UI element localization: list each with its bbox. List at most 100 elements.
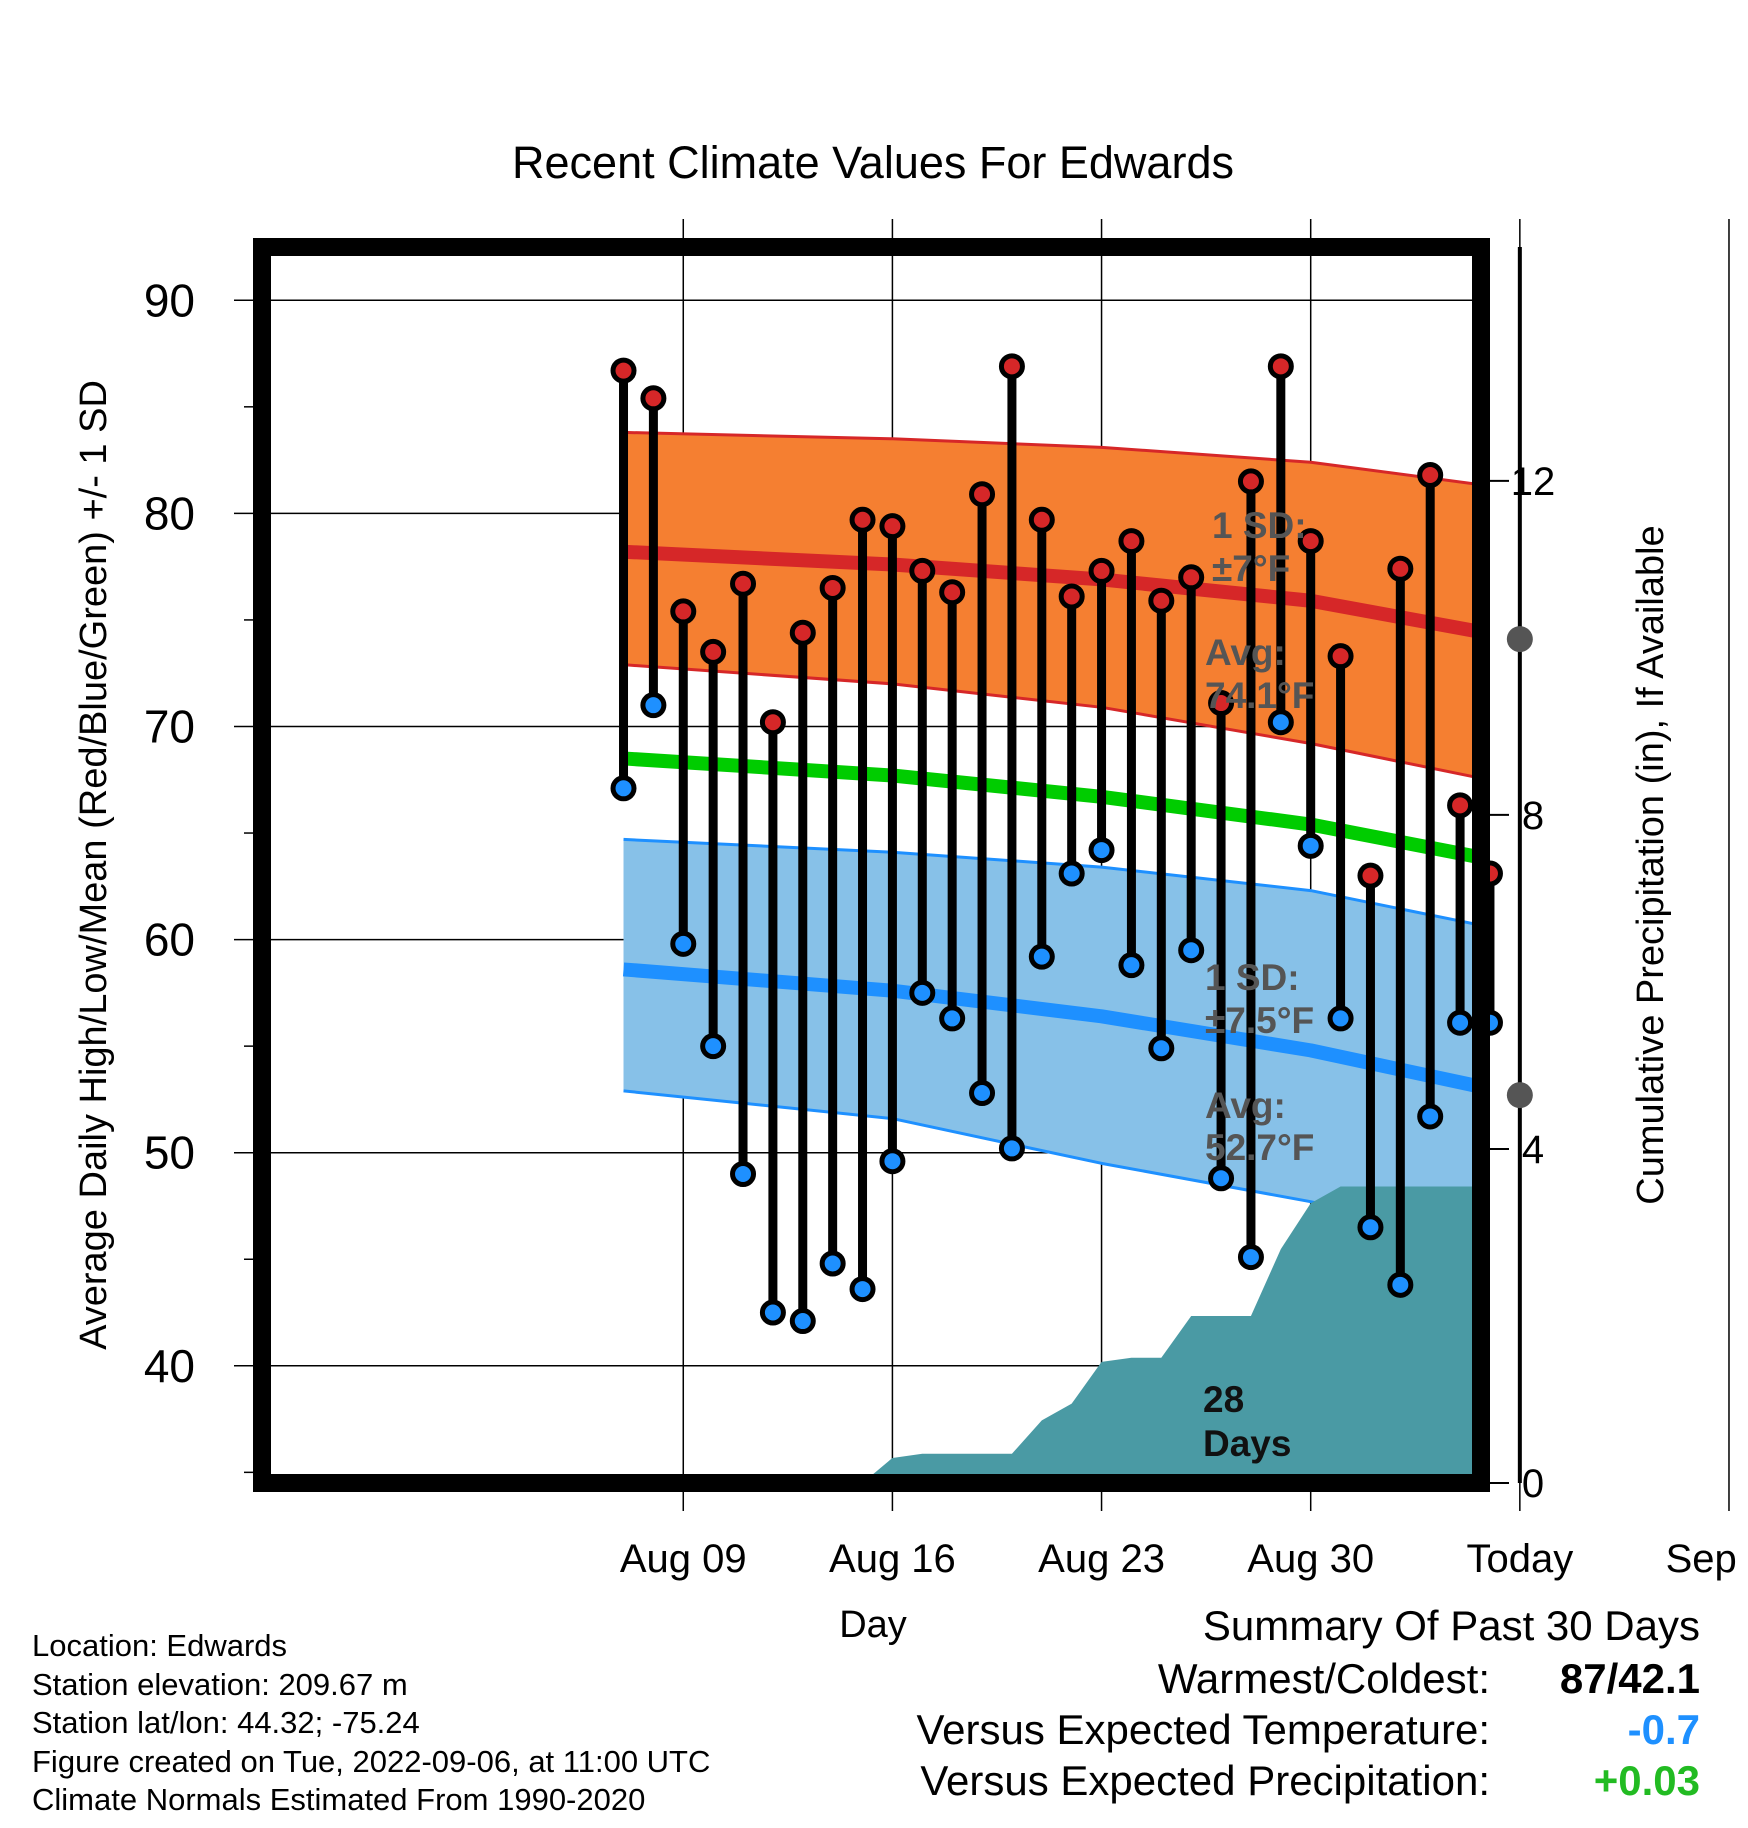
high-point [640,385,667,412]
station-info: Location: Edwards Station elevation: 209… [32,1627,710,1820]
high-point [1447,792,1474,819]
high-point [1118,528,1145,555]
low-point [1208,1165,1235,1192]
chart-title: Recent Climate Values For Edwards [512,137,1234,188]
high-sd-value: ±7°F [1212,548,1290,589]
high-point [1058,583,1085,610]
high-point [610,357,637,384]
low-avg-label: Avg: [1205,1085,1286,1126]
summary-warm-cold: Warmest/Coldest: 87/42.1 [1158,1655,1700,1703]
high-point [1088,557,1115,584]
low-point [909,979,936,1006]
x-tick-label: Aug 23 [1038,1537,1165,1581]
low-point [1237,1244,1264,1271]
high-upper-edge [623,430,1481,487]
low-point [759,1299,786,1326]
high-point [670,598,697,625]
y-axis-right-label: Cumulative Precipitation (in), If Availa… [1630,525,1672,1204]
x-tick-label: Aug 09 [620,1537,747,1581]
y-left-tick-label: 80 [144,487,195,539]
low-point [1387,1271,1414,1298]
high-point [1327,643,1354,670]
today-marker [1506,247,1533,1483]
low-point [1028,943,1055,970]
high-point [789,619,816,646]
y-right-tick-label: 0 [1522,1462,1544,1506]
summary-title: Summary Of Past 30 Days [1202,1602,1700,1649]
low-point [849,1276,876,1303]
low-point [1088,837,1115,864]
high-sd-label: 1 SD: [1212,505,1307,546]
high-sd-band [623,432,1481,779]
high-point [909,557,936,584]
annotations: 1 SD: ±7°F Avg: 74.1°F 1 SD: ±7.5°F Avg:… [1203,505,1314,1464]
high-point [819,574,846,601]
x-tick-label: Sep 13 [1666,1537,1748,1581]
y-left-tick-label: 90 [144,274,195,326]
precip-area [623,1186,1481,1483]
high-point [1267,353,1294,380]
y-right-tick-label: 12 [1511,460,1556,504]
normals-text: Climate Normals Estimated From 1990-2020 [32,1782,646,1817]
high-avg-value: 74.1°F [1205,675,1314,716]
low-point [1058,860,1085,887]
low-sd-value: ±7.5°F [1205,1000,1314,1041]
low-point [730,1161,757,1187]
low-point [969,1080,996,1107]
x-axis-label: Day [839,1604,907,1646]
precip-vs-expected-value: +0.03 [1593,1757,1700,1804]
y-left-tick-label: 60 [144,914,195,966]
warm-cold-value: 87/42.1 [1559,1655,1700,1702]
created-text: Figure created on Tue, 2022-09-06, at 11… [32,1743,711,1779]
low-point [1118,952,1145,979]
plot-frame [253,238,1490,1492]
low-avg-point [1506,1082,1533,1109]
latlon-text: Station lat/lon: 44.32; -75.24 [32,1705,420,1740]
y-right-tick-label: 4 [1522,1128,1544,1172]
low-point [670,930,697,957]
high-point [879,513,906,540]
low-point [1327,1005,1354,1032]
low-point [1148,1035,1175,1062]
high-point [1297,528,1324,555]
precip-vs-expected-label: Versus Expected Precipitation: [920,1757,1490,1804]
high-point [759,709,786,736]
high-point [1237,468,1264,495]
low-point [1267,709,1294,736]
summary-temperature: Versus Expected Temperature: -0.7 [916,1706,1700,1754]
high-point [1178,564,1205,591]
low-point [1417,1103,1444,1130]
high-point [1208,690,1235,717]
low-point [700,1033,727,1060]
high-avg-point [1506,626,1533,653]
low-point [879,1148,906,1175]
high-point [1148,587,1175,614]
location-text: Location: Edwards [32,1628,288,1663]
high-point [998,353,1025,380]
low-avg-value: 52.7°F [1205,1127,1314,1168]
low-point [1178,937,1205,964]
temp-vs-expected-label: Versus Expected Temperature: [916,1706,1490,1753]
high-point [939,579,966,606]
y-axis-left-label: Average Daily High/Low/Mean (Red/Blue/Gr… [73,380,115,1350]
temp-vs-expected-value: -0.7 [1627,1706,1700,1753]
y-left-tick-label: 50 [144,1127,195,1179]
today-days-number: 28 [1203,1379,1244,1420]
today-days-word: Days [1203,1423,1291,1464]
high-point [849,506,876,533]
x-tick-label: Today [1466,1537,1573,1581]
low-sd-band [623,839,1481,1239]
low-point [1357,1214,1384,1241]
high-point [1387,555,1414,582]
low-point [640,692,667,719]
x-tick-label: Aug 16 [829,1537,956,1581]
low-point [1297,832,1324,859]
y-right-tick-label: 8 [1522,794,1544,838]
high-point [730,570,757,597]
low-point [998,1135,1025,1162]
low-point [939,1005,966,1032]
high-point [969,481,996,508]
high-point [1028,506,1055,533]
